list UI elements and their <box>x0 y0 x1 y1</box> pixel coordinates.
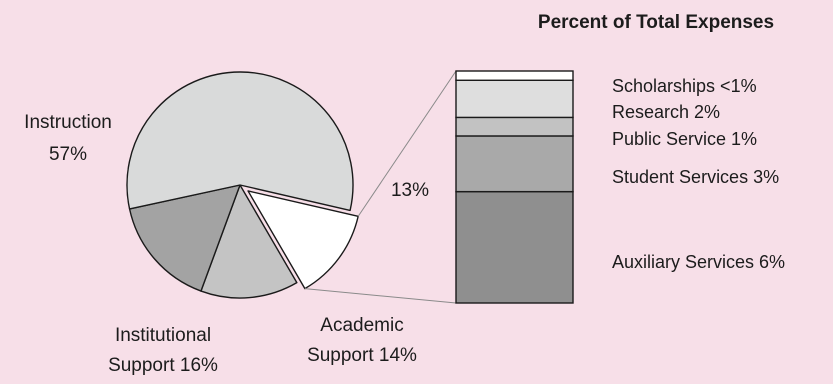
connector-lines <box>304 70 457 304</box>
bar-segment-student-services <box>455 135 574 193</box>
slice-label-institutional-line2: Support 16% <box>108 355 218 376</box>
connector-line-bottom <box>304 288 457 304</box>
slice-label-other-value: 13% <box>391 180 429 201</box>
bar-segment-research <box>455 79 574 119</box>
bar-segment-public-service <box>455 116 574 137</box>
pie-slice-institutional-support <box>128 184 241 292</box>
slice-label-instruction-value: 57% <box>49 144 87 165</box>
bar-segment-auxiliary-services <box>455 190 574 304</box>
pie-slice-academic-support <box>200 184 298 299</box>
breakdown-label-student-services: Student Services 3% <box>612 167 779 187</box>
breakdown-bar <box>455 70 574 304</box>
slice-label-instruction-name: Instruction <box>24 112 112 133</box>
connector-line-top <box>357 70 457 217</box>
chart-title: Percent of Total Expenses <box>538 12 774 33</box>
slice-label-academic-line2: Support 14% <box>307 345 417 366</box>
slice-label-academic-line1: Academic <box>320 315 403 336</box>
breakdown-label-scholarships: Scholarships <1% <box>612 76 757 96</box>
pie <box>126 71 359 299</box>
pie-slice-instruction <box>126 71 354 212</box>
slice-label-institutional-line1: Institutional <box>115 325 211 346</box>
breakdown-label-research: Research 2% <box>612 102 720 122</box>
breakdown-label-auxiliary-services: Auxiliary Services 6% <box>612 252 785 272</box>
bar-segment-scholarships <box>455 70 574 81</box>
pie-slice-other <box>247 190 359 290</box>
breakdown-label-public-service: Public Service 1% <box>612 129 757 149</box>
